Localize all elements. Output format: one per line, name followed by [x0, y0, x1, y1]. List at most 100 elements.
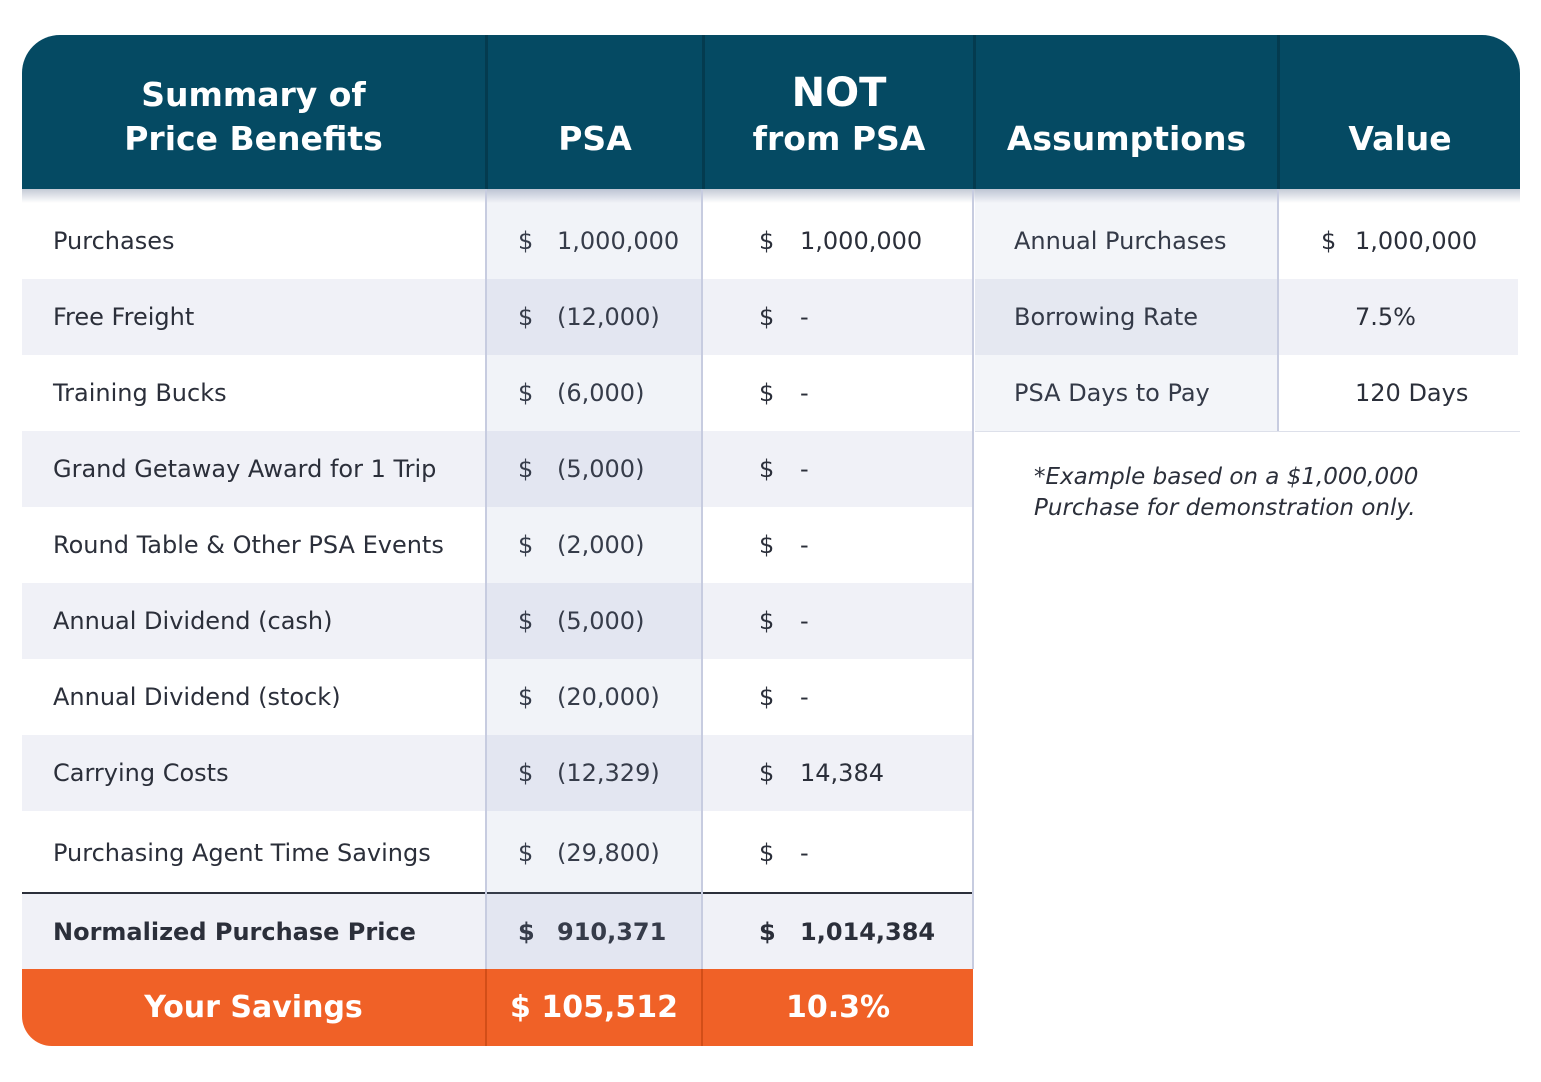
- row-label: Annual Dividend (stock): [53, 683, 341, 711]
- header-value: Value: [1280, 35, 1520, 189]
- psa-currency: $: [518, 227, 534, 255]
- not-psa-currency: $: [759, 455, 775, 483]
- not-psa-value: 1,014,384: [800, 918, 936, 946]
- psa-value: (5,000): [557, 455, 645, 483]
- not-psa-value: -: [800, 607, 809, 635]
- table-row: Training Bucks $ (6,000) $ -: [22, 355, 973, 431]
- psa-currency: $: [518, 303, 534, 331]
- not-psa-currency: $: [759, 759, 775, 787]
- not-psa-value: -: [800, 531, 809, 559]
- psa-value: 910,371: [557, 918, 667, 946]
- psa-currency: $: [518, 531, 534, 559]
- assumptions-bottom-border: [975, 431, 1520, 432]
- assumption-value: 7.5%: [1355, 303, 1416, 331]
- savings-divider: [485, 969, 487, 1046]
- table-header: Summary of Price Benefits PSA NOT from P…: [22, 35, 1520, 189]
- not-psa-currency: $: [759, 303, 775, 331]
- not-psa-currency: $: [759, 379, 775, 407]
- column-divider: [701, 189, 703, 969]
- table-row: Carrying Costs $ (12,329) $ 14,384: [22, 735, 973, 811]
- not-psa-value: -: [800, 683, 809, 711]
- column-divider: [485, 189, 487, 969]
- psa-value: (29,800): [557, 839, 660, 867]
- psa-currency: $: [518, 759, 534, 787]
- psa-value: (5,000): [557, 607, 645, 635]
- row-label: Grand Getaway Award for 1 Trip: [53, 455, 437, 483]
- table-row: Annual Dividend (cash) $ (5,000) $ -: [22, 583, 973, 659]
- psa-currency: $: [518, 455, 534, 483]
- header-divider: [1277, 35, 1280, 189]
- row-label: Carrying Costs: [53, 759, 229, 787]
- row-label: Round Table & Other PSA Events: [53, 531, 444, 559]
- header-assumptions-label: Assumptions: [1006, 119, 1247, 158]
- not-psa-currency: $: [759, 683, 775, 711]
- header-divider: [485, 35, 488, 189]
- assumption-currency: $: [1321, 227, 1337, 255]
- header-psa-label: PSA: [558, 119, 632, 158]
- psa-value: (6,000): [557, 379, 645, 407]
- header-not-psa: NOT from PSA: [705, 35, 973, 189]
- header-assumptions: Assumptions: [976, 35, 1277, 189]
- header-shadow: [22, 189, 1520, 203]
- psa-value: 1,000,000: [557, 227, 680, 255]
- total-row: Normalized Purchase Price $ 910,371 $ 1,…: [22, 894, 973, 969]
- assumption-row: Annual Purchases $ 1,000,000: [975, 203, 1518, 279]
- table-row: Round Table & Other PSA Events $ (2,000)…: [22, 507, 973, 583]
- header-not-psa-line2: from PSA: [752, 119, 926, 158]
- not-psa-value: 1,000,000: [800, 227, 923, 255]
- not-psa-value: 14,384: [800, 759, 884, 787]
- assumption-label: PSA Days to Pay: [1014, 379, 1210, 407]
- not-psa-currency: $: [759, 918, 776, 946]
- table-row: Purchasing Agent Time Savings $ (29,800)…: [22, 815, 973, 891]
- psa-value: (12,000): [557, 303, 660, 331]
- note-line2: Purchase for demonstration only.: [1034, 495, 1416, 521]
- psa-value: (2,000): [557, 531, 645, 559]
- not-psa-currency: $: [759, 607, 775, 635]
- psa-column-shade: [487, 189, 701, 969]
- table-row: Free Freight $ (12,000) $ -: [22, 279, 973, 355]
- psa-currency: $: [518, 683, 534, 711]
- table-row: Annual Dividend (stock) $ (20,000) $ -: [22, 659, 973, 735]
- assumption-row: PSA Days to Pay 120 Days: [975, 355, 1518, 431]
- psa-currency: $: [518, 918, 535, 946]
- savings-psa-value: $ 105,512: [510, 990, 678, 1025]
- row-label: Purchasing Agent Time Savings: [53, 839, 431, 867]
- header-divider: [973, 35, 976, 189]
- total-separator: [22, 892, 973, 894]
- example-note: *Example based on a $1,000,000 Purchase …: [1034, 462, 1504, 524]
- psa-value: (20,000): [557, 683, 660, 711]
- assumption-value: 1,000,000: [1355, 227, 1478, 255]
- not-psa-currency: $: [759, 839, 775, 867]
- table-row: Grand Getaway Award for 1 Trip $ (5,000)…: [22, 431, 973, 507]
- savings-divider: [701, 969, 703, 1046]
- assumptions-column-shade: [975, 189, 1277, 432]
- header-summary-line1: Summary of: [141, 75, 366, 114]
- row-label: Purchases: [53, 227, 175, 255]
- not-psa-currency: $: [759, 227, 775, 255]
- assumption-row: Borrowing Rate 7.5%: [975, 279, 1518, 355]
- psa-currency: $: [518, 607, 534, 635]
- column-divider: [972, 189, 974, 969]
- header-value-label: Value: [1348, 119, 1452, 158]
- row-label: Normalized Purchase Price: [53, 918, 416, 946]
- assumption-label: Annual Purchases: [1014, 227, 1227, 255]
- note-line1: *Example based on a $1,000,000: [1034, 464, 1419, 490]
- assumption-label: Borrowing Rate: [1014, 303, 1199, 331]
- not-psa-currency: $: [759, 531, 775, 559]
- header-divider: [702, 35, 705, 189]
- row-label: Training Bucks: [53, 379, 227, 407]
- assumptions-divider: [1277, 189, 1279, 432]
- savings-percent: 10.3%: [785, 990, 891, 1025]
- savings-row: Your Savings $ 105,512 10.3%: [22, 969, 973, 1046]
- savings-label: Your Savings: [144, 990, 363, 1025]
- header-not-psa-line1: NOT: [791, 70, 887, 116]
- table-row: Purchases $ 1,000,000 $ 1,000,000: [22, 203, 973, 279]
- header-psa: PSA: [488, 35, 702, 189]
- psa-currency: $: [518, 839, 534, 867]
- psa-value: (12,329): [557, 759, 660, 787]
- not-psa-value: -: [800, 455, 809, 483]
- not-psa-value: -: [800, 839, 809, 867]
- assumption-value: 120 Days: [1355, 379, 1469, 407]
- psa-currency: $: [518, 379, 534, 407]
- not-psa-value: -: [800, 379, 809, 407]
